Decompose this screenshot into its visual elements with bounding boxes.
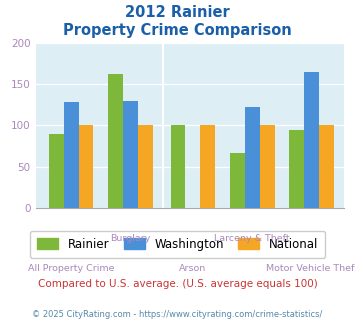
Bar (138, 125, 153, 208)
Bar (289, 129, 304, 208)
Text: All Property Crime: All Property Crime (28, 264, 114, 273)
Bar (78, 125, 93, 208)
Text: © 2025 CityRating.com - https://www.cityrating.com/crime-statistics/: © 2025 CityRating.com - https://www.city… (32, 310, 323, 319)
Bar (123, 101, 138, 208)
Bar (260, 125, 274, 208)
Bar (245, 107, 260, 208)
Bar (304, 72, 319, 208)
Bar (64, 102, 78, 208)
Bar (319, 125, 334, 208)
Text: Motor Vehicle Theft: Motor Vehicle Theft (266, 264, 355, 273)
Text: Arson: Arson (179, 264, 207, 273)
Text: Larceny & Theft: Larceny & Theft (214, 234, 290, 243)
Bar (108, 74, 123, 208)
Text: Burglary: Burglary (110, 234, 151, 243)
Text: 2012 Rainier: 2012 Rainier (125, 5, 230, 20)
Text: Compared to U.S. average. (U.S. average equals 100): Compared to U.S. average. (U.S. average … (38, 279, 317, 289)
Legend: Rainier, Washington, National: Rainier, Washington, National (30, 231, 325, 258)
Bar (230, 152, 245, 208)
Bar (49, 134, 64, 208)
Bar (200, 125, 215, 208)
Bar (171, 125, 185, 208)
Text: Property Crime Comparison: Property Crime Comparison (63, 23, 292, 38)
